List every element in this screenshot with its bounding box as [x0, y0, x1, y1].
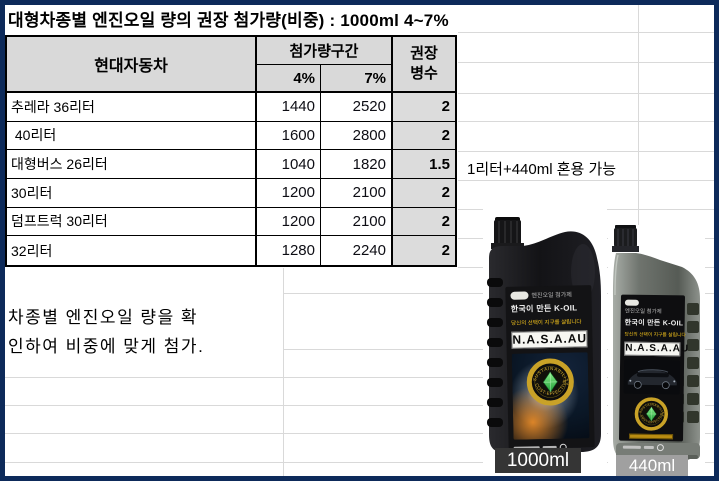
- slogan-text: 당신의 선택이 지구를 살립니다: [624, 332, 686, 339]
- brand-name: N.A.S.A.AU: [511, 330, 588, 349]
- brand-header-cell[interactable]: 현대자동차: [7, 37, 257, 93]
- value-7pct-cell[interactable]: 1820: [321, 150, 393, 179]
- bottle-label-440ml: 엔진오일 첨가제 한국이 만든 K-OIL 당신의 선택이 지구를 살립니다 N…: [618, 294, 690, 452]
- bottle-count-cell[interactable]: 1.5: [393, 150, 455, 179]
- label-accent-bar: [629, 433, 674, 440]
- capacity-badge: [624, 299, 639, 306]
- rec-header-line1: 권장: [410, 44, 438, 62]
- vehicle-cell[interactable]: 40리터: [7, 121, 257, 151]
- footnote-line1: 차종별 엔진오일 량을 확: [8, 308, 199, 327]
- vehicle-cell[interactable]: 덤프트럭 30리터: [7, 207, 257, 237]
- additive-table: 현대자동차 첨가량구간 권장 병수 4% 7% 추레라 36리터 1440 25…: [5, 35, 457, 267]
- sustainability-emblem: SUSTAINABILITY COST-EFFECTIVE: [634, 397, 669, 431]
- gridline: [5, 377, 714, 378]
- vehicle-cell[interactable]: 32리터: [7, 236, 257, 265]
- product-photo-440ml: 엔진오일 첨가제 한국이 만든 K-OIL 당신의 선택이 지구를 살립니다 N…: [608, 225, 705, 476]
- caption-1000ml: 1000ml: [495, 448, 581, 473]
- product-photo-1000ml: 엔진오일 첨가제 한국이 만든 K-OIL 당신의 선택이 지구를 살립니다 N…: [483, 200, 607, 476]
- gridline: [458, 93, 714, 94]
- earth-photo: SUSTAINABILITY COST-EFFECTIVE: [511, 352, 590, 440]
- gridline: [5, 405, 714, 406]
- bottle-label-1000ml: 엔진오일 첨가제 한국이 만든 K-OIL 당신의 선택이 지구를 살립니다 N…: [505, 285, 595, 451]
- value-4pct-cell[interactable]: 1600: [257, 121, 321, 151]
- fine-print: [622, 444, 679, 452]
- value-7pct-cell[interactable]: 2800: [321, 121, 393, 151]
- page-title: 대형차종별 엔진오일 량의 권장 첨가량(비중) : 1000ml 4~7%: [8, 11, 449, 30]
- bottle-count-cell[interactable]: 2: [393, 207, 455, 237]
- car-photo: [623, 359, 681, 395]
- gridline: [458, 32, 714, 33]
- vehicle-cell[interactable]: 30리터: [7, 178, 257, 208]
- car-silhouette-icon: [627, 369, 677, 390]
- brand-name: N.A.S.A.AU: [624, 341, 690, 357]
- value-7pct-cell[interactable]: 2100: [321, 207, 393, 237]
- value-4pct-cell[interactable]: 1040: [257, 150, 321, 179]
- capacity-badge: [510, 290, 529, 300]
- bottle-count-cell[interactable]: 2: [393, 121, 455, 151]
- vehicle-cell[interactable]: 대형버스 26리터: [7, 150, 257, 179]
- sustainability-emblem: SUSTAINABILITY COST-EFFECTIVE: [526, 358, 574, 406]
- value-7pct-cell[interactable]: 2240: [321, 236, 393, 265]
- value-7pct-cell[interactable]: 2100: [321, 178, 393, 208]
- pct4-header-cell[interactable]: 4%: [257, 65, 321, 93]
- origin-text: 한국이 만든 K-OIL: [510, 303, 578, 314]
- value-4pct-cell[interactable]: 1200: [257, 178, 321, 208]
- value-4pct-cell[interactable]: 1280: [257, 236, 321, 265]
- gridline: [458, 151, 714, 152]
- rec-header-line2: 병수: [410, 65, 438, 82]
- bottle-count-cell[interactable]: 2: [393, 236, 455, 265]
- bottle-count-cell[interactable]: 2: [393, 178, 455, 208]
- value-4pct-cell[interactable]: 1200: [257, 207, 321, 237]
- caption-440ml: 440ml: [616, 455, 688, 476]
- pct7-header-cell[interactable]: 7%: [321, 65, 393, 93]
- bottle-count-cell[interactable]: 2: [393, 93, 455, 122]
- gridline: [458, 121, 714, 122]
- footnote-line2: 인하여 비중에 맞게 첨가.: [8, 337, 205, 356]
- range-header-cell[interactable]: 첨가량구간: [257, 37, 393, 65]
- gridline: [458, 62, 714, 63]
- recommended-bottles-header-cell[interactable]: 권장 병수: [393, 37, 455, 93]
- product-type-text: 엔진오일 첨가제: [531, 292, 572, 300]
- vehicle-cell[interactable]: 추레라 36리터: [7, 93, 257, 122]
- mix-note: 1리터+440ml 혼용 가능: [467, 161, 617, 178]
- gridline: [283, 268, 284, 476]
- value-7pct-cell[interactable]: 2520: [321, 93, 393, 122]
- origin-text: 한국이 만든 K-OIL: [624, 319, 684, 328]
- gridline: [5, 433, 714, 434]
- product-type-text: 엔진오일 첨가제: [624, 308, 662, 316]
- slogan-text: 당신의 선택이 지구를 살립니다: [511, 319, 582, 327]
- certification-mark-icon: [656, 444, 664, 452]
- gridline: [5, 462, 714, 463]
- value-4pct-cell[interactable]: 1440: [257, 93, 321, 122]
- gridline: [458, 180, 714, 181]
